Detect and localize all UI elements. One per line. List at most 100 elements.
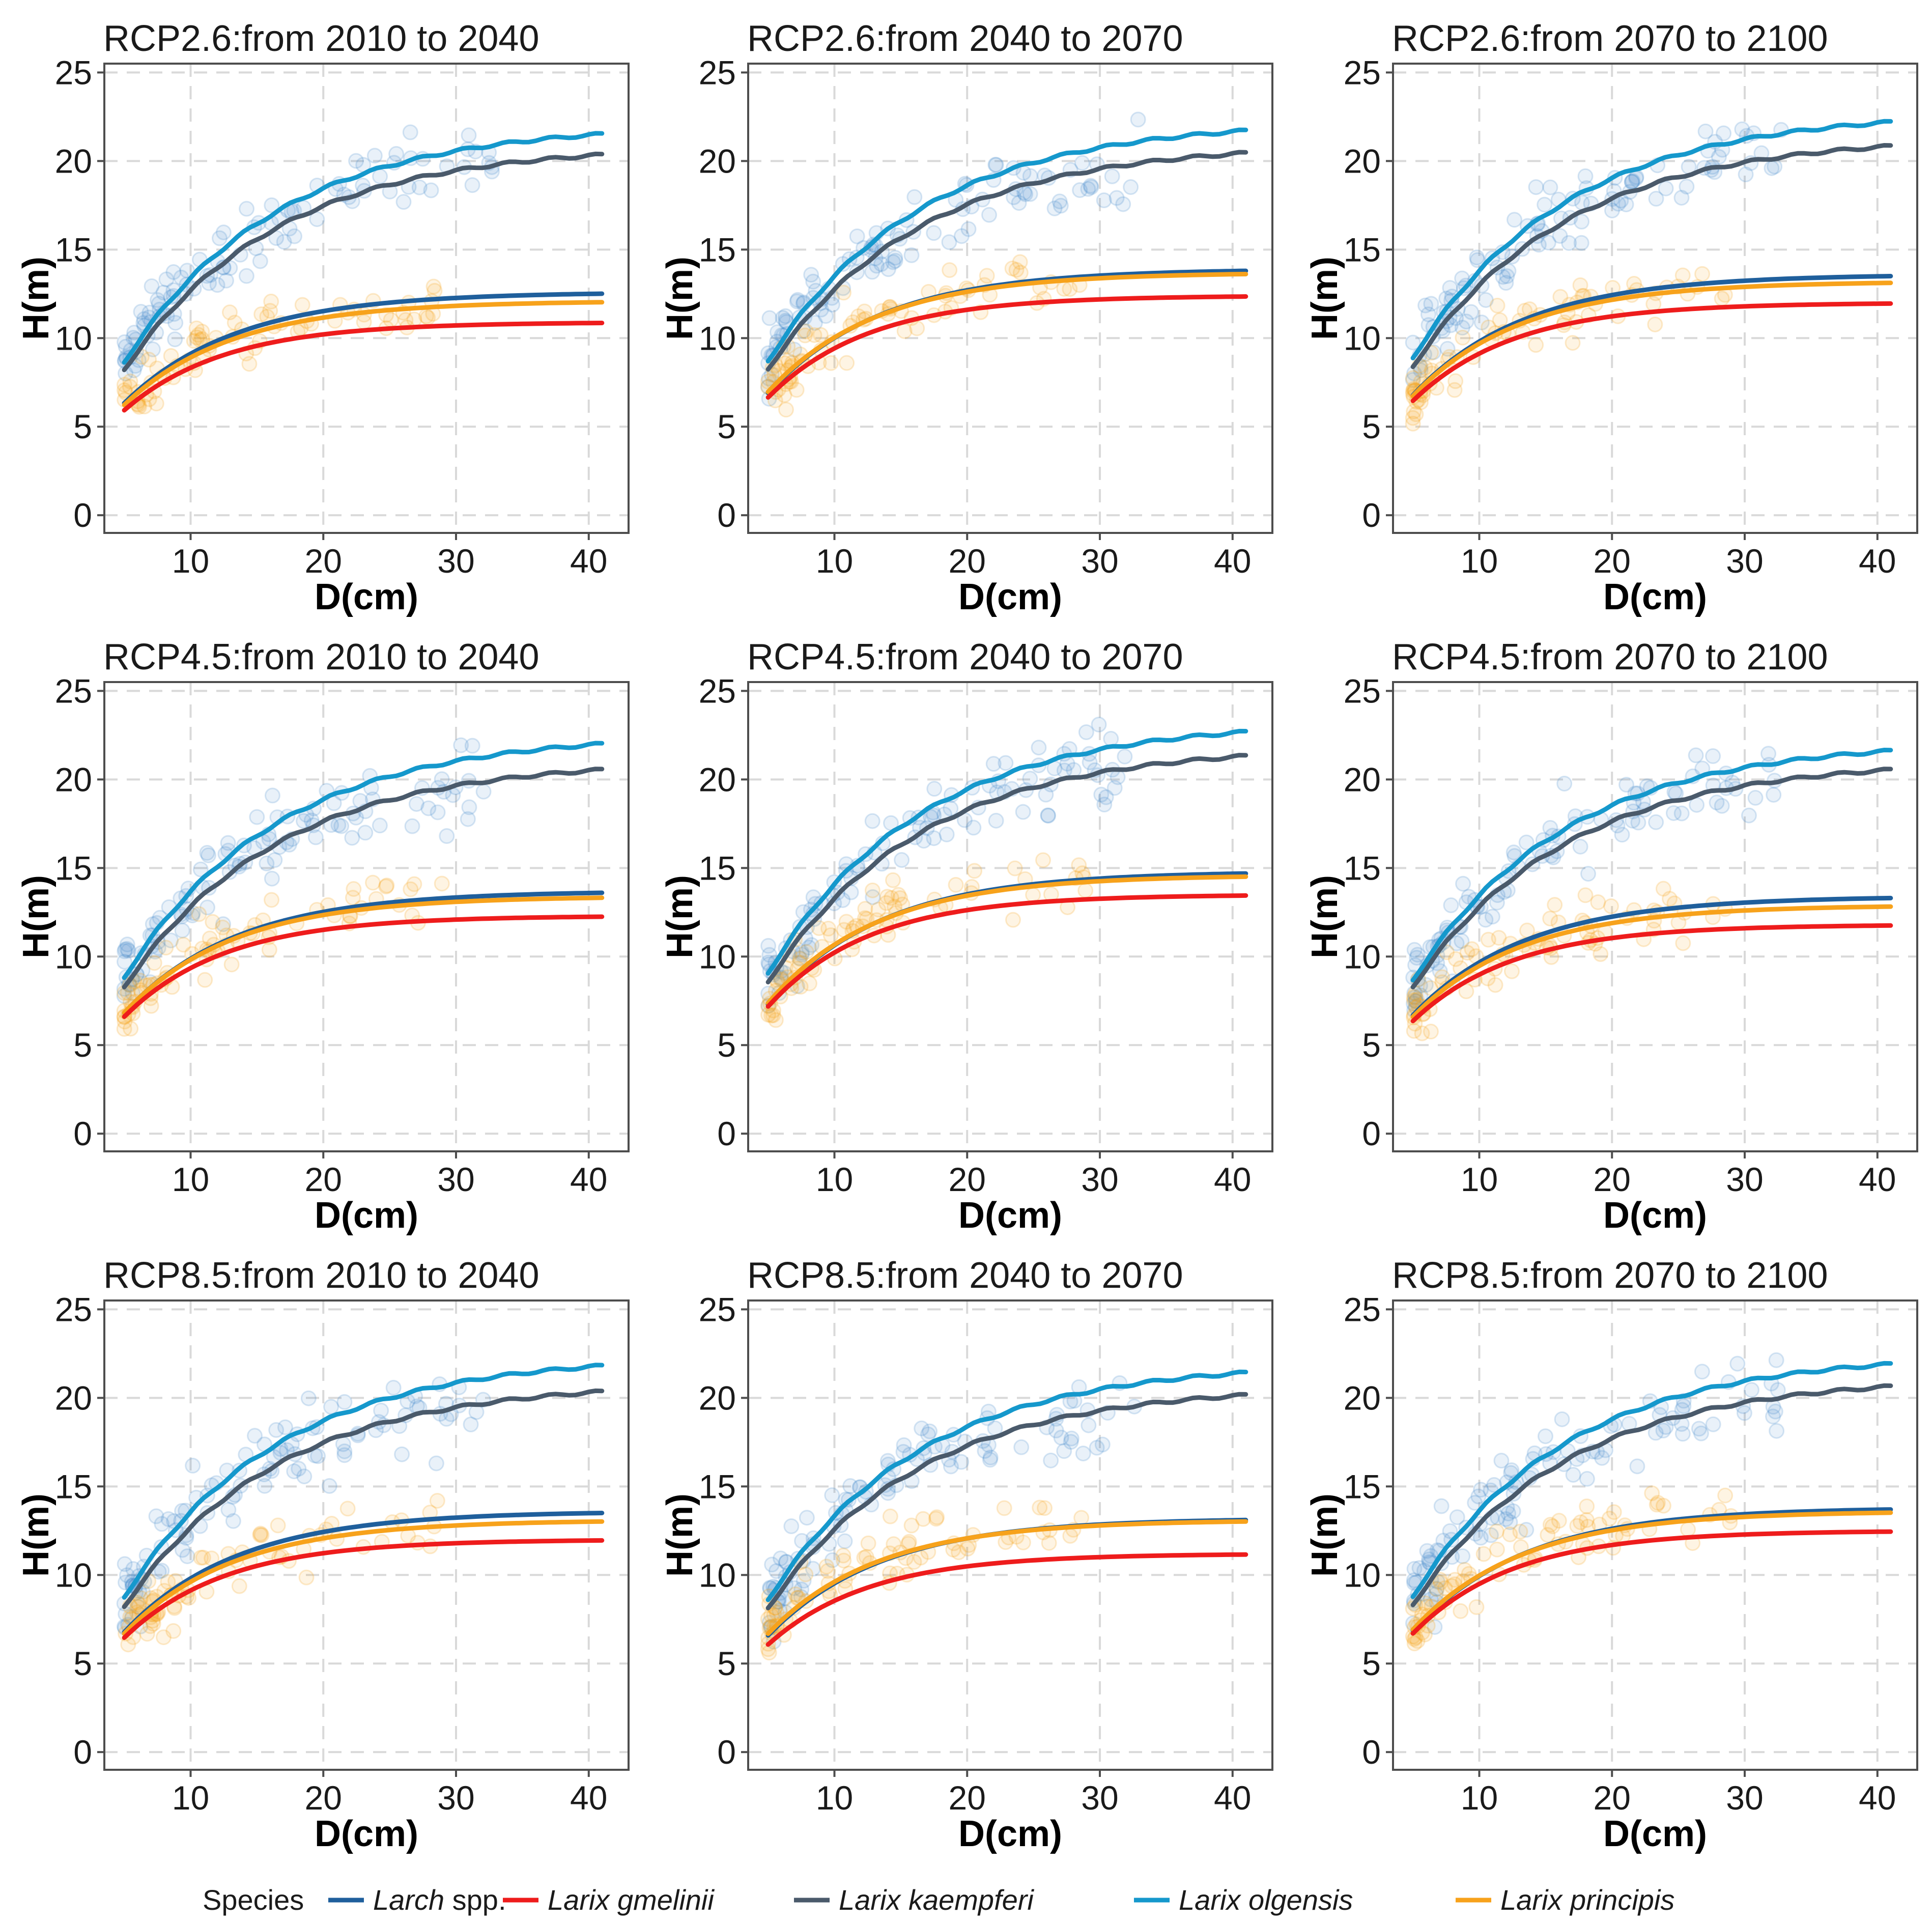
scatter-point [1473,1482,1489,1498]
scatter-point [262,303,278,319]
y-tick-label: 0 [717,1115,736,1152]
x-axis-label: D(cm) [1603,1195,1707,1236]
x-tick-label: 20 [949,1161,986,1198]
scatter-point [261,942,277,958]
scatter-point [1655,1422,1671,1438]
scatter-point [1499,268,1515,285]
y-axis-label: H(m) [16,1493,56,1577]
scatter-point [864,882,880,898]
scatter-point [906,189,923,205]
scatter-point [1089,1439,1105,1456]
series-line-gmelinii [122,1538,605,1640]
y-tick-label: 15 [55,1467,92,1505]
scatter-point [195,1549,211,1566]
scatter-point [817,308,834,324]
x-tick-label: 40 [1214,542,1251,580]
scatter-point [880,261,896,277]
scatter-point [238,268,254,284]
scatter-point [1103,730,1119,747]
scatter-point [787,1586,804,1602]
scatter-point [145,341,161,357]
scatter-point [885,872,901,888]
scatter-point [225,1513,241,1529]
scatter-point [1078,724,1094,741]
scatter-point [1673,805,1690,822]
scatter-point [191,906,207,922]
scatter-point [1048,1422,1064,1438]
x-tick-label: 40 [1859,542,1896,580]
scatter-point [1063,1430,1079,1447]
x-tick-label: 10 [172,1161,209,1198]
series-line-olgensis [1410,119,1893,360]
scatter-point [1449,1509,1465,1525]
scatter-point [239,201,255,217]
scatter-point [1468,1599,1485,1615]
scatter-point [1478,912,1494,928]
y-tick-label: 15 [55,849,92,887]
scatter-point [965,819,982,836]
panel-3: RCP2.6:from 2070 to 2100 10 20 30 40 0 5 10 15 20… [1304,18,1918,617]
scatter-point [1077,883,1094,899]
scatter-point [1052,193,1068,210]
scatter-point [373,1402,389,1419]
scatter-point [1455,1548,1471,1564]
scatter-point [307,829,324,845]
y-tick-label: 20 [699,142,736,180]
scatter-point [218,272,234,289]
scatter-point [777,355,793,372]
grid [1393,64,1917,533]
scatter-point [1601,1511,1617,1527]
scatter-point [1406,1561,1423,1577]
scatter-point [1662,891,1678,907]
scatter-point [205,914,221,930]
legend-label: Larix principis [1500,1884,1674,1916]
series-line-principis [765,1519,1248,1636]
scatter-points [116,124,500,415]
x-tick-label: 10 [816,1779,853,1817]
scatter-point [1665,805,1682,821]
series-line-kaempferi [765,753,1248,984]
scatter-point [385,1379,402,1396]
scatter-point [892,890,908,907]
y-tick-label: 25 [55,53,92,91]
scatter-point [1005,912,1021,928]
scatter-point [1053,197,1069,214]
scatter-point [1547,897,1563,913]
scatter-point [119,937,135,953]
scatter-point [789,293,805,309]
scatter-point [1414,1025,1430,1041]
scatter-point [1500,263,1517,279]
scatter-point [192,861,209,878]
scatter-point [824,297,840,313]
scatter-points [760,717,1133,1028]
scatter-point [163,932,179,949]
y-tick-label: 25 [1344,672,1381,710]
series-line-gmelinii [122,321,605,413]
scatter-point [132,972,148,988]
scatter-point [894,852,910,868]
y-tick-label: 10 [699,319,736,357]
scatter-point [953,228,970,244]
y-axis-label: H(m) [660,257,700,340]
scatter-point [804,937,820,953]
scatter-point [1096,192,1112,209]
scatter-point [1540,1527,1556,1543]
scatter-point [1446,382,1463,398]
scatter-point [464,177,480,193]
scatter-point [769,324,785,341]
scatter-point [1572,277,1588,293]
scatter-point [1655,1497,1671,1514]
scatter-point [1012,254,1028,270]
scatter-point [365,874,381,891]
scatter-point [158,940,174,956]
scatter-point [1046,200,1063,216]
scatter-point [150,292,166,308]
scatter-point [1433,1498,1450,1514]
scatter-point [1680,1521,1696,1538]
scatter-point [1083,178,1099,194]
scatter-point [820,920,837,937]
scatter-point [1714,798,1730,814]
legend-label: Larix gmelinii [548,1884,715,1916]
scatter-point [887,249,903,266]
